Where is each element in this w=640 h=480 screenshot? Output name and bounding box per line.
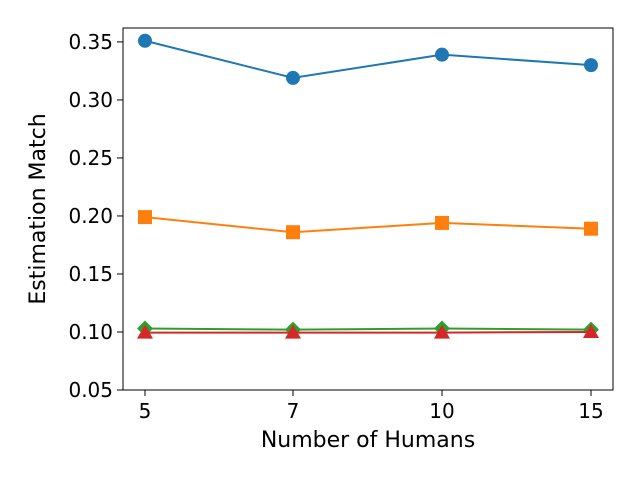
x-tick-label: 7 (287, 399, 300, 423)
series-line (144, 327, 592, 331)
x-tick-label: 10 (429, 399, 454, 423)
series-line (145, 330, 592, 334)
circle-marker (138, 33, 152, 48)
x-tick-label: 15 (578, 399, 603, 423)
series-2 (138, 210, 598, 240)
square-marker (435, 215, 449, 230)
series-line (144, 39, 592, 79)
triangle-marker (137, 324, 153, 339)
y-tick-label: 0.20 (68, 204, 113, 228)
triangle-marker (434, 324, 450, 339)
series-1 (138, 33, 598, 85)
series-3 (137, 320, 599, 338)
x-axis-label: Number of Humans (261, 428, 475, 453)
square-marker (138, 210, 152, 225)
square-marker (286, 225, 300, 240)
series-line (144, 216, 592, 234)
circle-marker (435, 47, 449, 62)
x-tick-label: 5 (139, 399, 152, 423)
y-axis-label: Estimation Match (26, 113, 51, 304)
y-tick-label: 0.30 (68, 88, 113, 112)
axes-frame (122, 27, 614, 391)
y-axis: 0.05 0.10 0.15 0.20 0.25 0.30 0.35 (68, 30, 123, 402)
plot-area (137, 33, 599, 339)
y-tick-label: 0.15 (68, 262, 113, 286)
circle-marker (584, 58, 598, 73)
circle-marker (286, 70, 300, 85)
y-tick-label: 0.35 (68, 30, 113, 54)
triangle-marker (583, 323, 599, 338)
y-tick-label: 0.25 (68, 146, 113, 170)
y-tick-label: 0.05 (68, 378, 113, 402)
series-4 (137, 323, 599, 339)
y-tick-label: 0.10 (68, 320, 113, 344)
triangle-marker (285, 324, 301, 339)
square-marker (584, 221, 598, 236)
x-axis: 5 7 10 15 (139, 390, 604, 423)
